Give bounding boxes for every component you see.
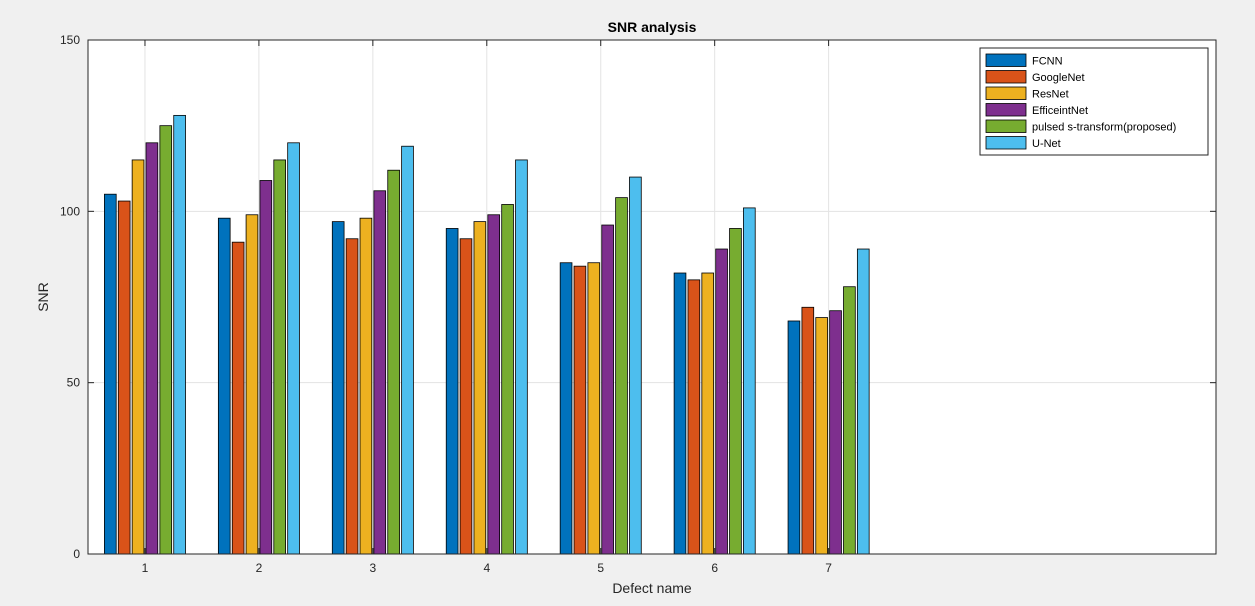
bar bbox=[217, 217, 231, 555]
bar bbox=[743, 207, 756, 555]
legend-label: U-Net bbox=[1032, 138, 1061, 150]
y-tick-label: 150 bbox=[60, 33, 80, 47]
bars-group bbox=[104, 114, 870, 555]
bar bbox=[245, 214, 259, 555]
legend-label: FCNN bbox=[1032, 56, 1063, 68]
x-axis-label: Defect name bbox=[612, 580, 692, 596]
bar bbox=[401, 145, 414, 555]
y-axis-label: SNR bbox=[35, 282, 51, 312]
y-tick-label: 100 bbox=[60, 204, 80, 218]
bar bbox=[173, 114, 186, 555]
bar bbox=[273, 159, 286, 555]
bar bbox=[373, 190, 387, 555]
x-tick-label: 4 bbox=[483, 561, 490, 575]
bar bbox=[131, 159, 145, 555]
x-tick-label: 6 bbox=[711, 561, 718, 575]
bar bbox=[515, 159, 528, 555]
legend-swatch bbox=[985, 119, 1027, 133]
bar bbox=[259, 180, 273, 555]
bar bbox=[487, 214, 501, 555]
bar bbox=[701, 272, 715, 555]
bar bbox=[715, 248, 728, 555]
bar bbox=[801, 306, 815, 555]
x-tick-label: 5 bbox=[597, 561, 604, 575]
legend-swatch bbox=[985, 70, 1027, 84]
bar bbox=[501, 204, 514, 555]
bar bbox=[345, 238, 359, 555]
legend-swatch bbox=[985, 53, 1027, 67]
bar bbox=[459, 238, 473, 555]
legend-label: ResNet bbox=[1032, 89, 1069, 101]
bar bbox=[445, 228, 459, 555]
legend: FCNN GoogleNet ResNet EfficeintNet pulsed s-… bbox=[979, 47, 1209, 156]
x-tick-label: 7 bbox=[825, 561, 832, 575]
bar bbox=[815, 317, 828, 555]
bar bbox=[231, 241, 245, 555]
bar bbox=[829, 310, 842, 555]
bar bbox=[615, 197, 628, 555]
bar bbox=[359, 217, 373, 555]
bar bbox=[573, 265, 587, 555]
bar bbox=[687, 279, 701, 555]
bar bbox=[587, 262, 601, 555]
x-tick-label: 2 bbox=[256, 561, 263, 575]
x-tick-label: 3 bbox=[370, 561, 377, 575]
bar bbox=[629, 176, 642, 555]
bar bbox=[159, 125, 173, 555]
legend-label: pulsed s-transform(proposed) bbox=[1032, 122, 1176, 134]
plot-frame bbox=[87, 39, 1217, 555]
bar bbox=[145, 142, 159, 555]
bar bbox=[287, 142, 300, 555]
x-tick-label: 1 bbox=[142, 561, 149, 575]
y-tick-label: 0 bbox=[73, 547, 80, 561]
bar bbox=[559, 262, 573, 555]
bar bbox=[473, 221, 487, 555]
bar bbox=[856, 248, 870, 555]
chart-title: SNR analysis bbox=[608, 19, 697, 35]
bar bbox=[601, 224, 614, 555]
y-tick-label: 50 bbox=[67, 376, 81, 390]
bar bbox=[104, 193, 117, 555]
legend-swatch bbox=[985, 136, 1027, 150]
bar bbox=[387, 169, 400, 555]
legend-swatch bbox=[985, 86, 1027, 100]
bar bbox=[117, 200, 131, 555]
legend-swatch bbox=[985, 103, 1027, 117]
bar bbox=[673, 272, 687, 555]
bar bbox=[331, 221, 345, 555]
bar bbox=[787, 320, 801, 555]
legend-label: GoogleNet bbox=[1032, 72, 1085, 84]
bar bbox=[729, 228, 742, 555]
bar bbox=[843, 286, 856, 555]
axis-ticks: 1 2 3 4 5 6 7 0 50 100 150 bbox=[60, 33, 1216, 575]
legend-label: EfficeintNet bbox=[1032, 105, 1088, 117]
